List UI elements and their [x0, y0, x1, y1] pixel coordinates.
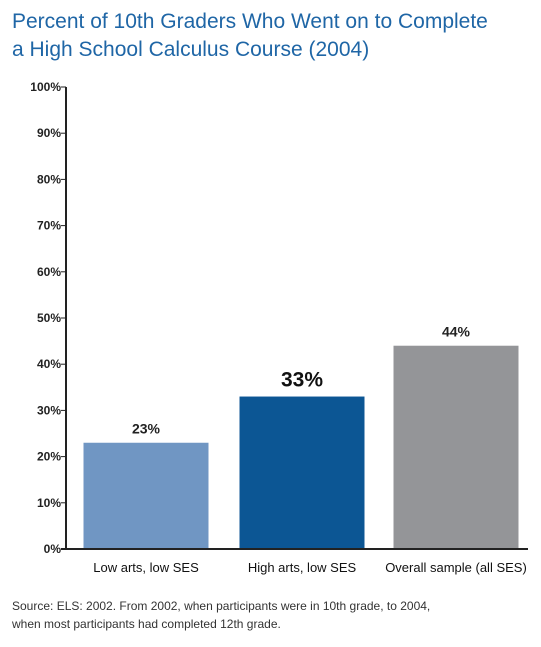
chart-title: Percent of 10th Graders Who Went on to C…: [12, 8, 532, 64]
data-label: 23%: [132, 421, 161, 437]
category-label: Low arts, low SES: [93, 560, 199, 575]
category-label: Overall sample (all SES): [385, 560, 527, 575]
y-tick-label: 80%: [37, 172, 61, 186]
data-label: 33%: [281, 369, 323, 392]
y-tick-label: 100%: [30, 80, 61, 94]
y-tick-label: 10%: [37, 496, 61, 510]
source-note: Source: ELS: 2002. From 2002, when parti…: [12, 597, 532, 633]
bar: [393, 345, 519, 549]
source-line-1: Source: ELS: 2002. From 2002, when parti…: [12, 599, 431, 613]
bar: [239, 396, 365, 549]
y-tick-label: 50%: [37, 311, 61, 325]
data-label: 44%: [442, 324, 471, 340]
bar: [83, 442, 209, 549]
bar-chart: 0% 10% 20% 30% 40% 50% 60% 70% 80% 90% 100% 23% Low …: [30, 80, 528, 575]
y-tick-label: 20%: [37, 450, 61, 464]
y-tick-label: 30%: [37, 403, 61, 417]
chart-title-line-2: a High School Calculus Course (2004): [12, 38, 370, 61]
y-tick-label: 0%: [44, 542, 62, 556]
y-tick-label: 60%: [37, 265, 61, 279]
chart-title-line-1: Percent of 10th Graders Who Went on to C…: [12, 10, 488, 33]
source-line-2: when most participants had completed 12t…: [12, 617, 281, 631]
y-tick-label: 40%: [37, 357, 61, 371]
y-tick-label: 90%: [37, 126, 61, 140]
y-tick-label: 70%: [37, 219, 61, 233]
category-label: High arts, low SES: [248, 560, 357, 575]
